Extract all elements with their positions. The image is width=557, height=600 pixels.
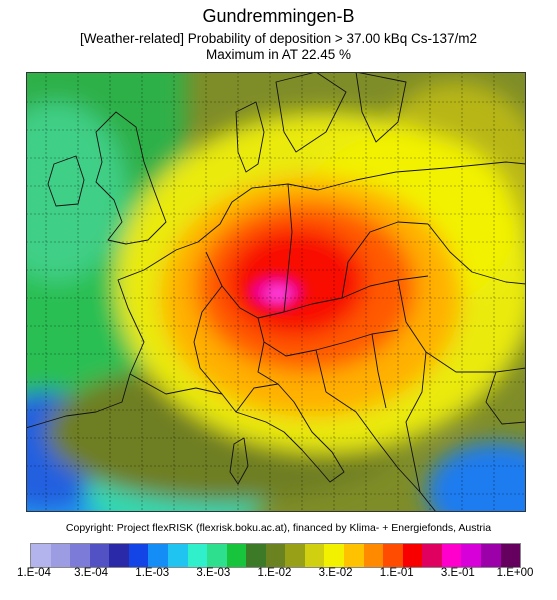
color-swatch (226, 544, 247, 567)
map-subtitle: [Weather-related] Probability of deposit… (79, 31, 478, 46)
color-scale-tick-label: 3.E-03 (196, 567, 231, 579)
color-swatch (128, 544, 149, 567)
map-title: Gundremmingen-B (202, 6, 355, 26)
color-scale-tick-label: 1.E-04 (17, 567, 51, 579)
color-swatch (324, 544, 344, 567)
color-swatch (265, 544, 286, 567)
color-scale-tick-label: 1.E-03 (135, 567, 170, 579)
color-scale-tick-label: 1.E-01 (379, 567, 414, 579)
color-swatch (304, 544, 325, 567)
color-swatch (187, 544, 208, 567)
color-swatch (70, 544, 90, 567)
color-swatch (246, 544, 266, 567)
color-swatch (148, 544, 168, 567)
color-scale-tick-label: 3.E-02 (318, 567, 353, 579)
color-scale-tick-label: 3.E-01 (440, 567, 475, 579)
lat-lon-grid (26, 72, 526, 512)
color-scale-tick-label: 1.E-02 (257, 567, 292, 579)
maximum-label: Maximum in AT 22.45 % (205, 47, 352, 62)
color-scale-bar (30, 543, 521, 568)
coastlines-and-borders (26, 72, 526, 512)
color-swatch (167, 544, 188, 567)
color-swatch (480, 544, 501, 567)
color-swatch (285, 544, 305, 567)
color-swatch (89, 544, 110, 567)
color-swatch (441, 544, 462, 567)
color-swatch (363, 544, 384, 567)
color-swatch (207, 544, 227, 567)
color-swatch (402, 544, 423, 567)
color-swatch (422, 544, 442, 567)
color-swatch (500, 544, 521, 567)
color-swatch (383, 544, 403, 567)
color-swatch (109, 544, 129, 567)
color-swatch (50, 544, 71, 567)
copyright-text: Copyright: Project flexRISK (flexrisk.bo… (65, 522, 492, 534)
color-swatch (31, 544, 51, 567)
color-scale-tick-label: 1.E+00 (496, 567, 534, 579)
deposition-map (26, 72, 526, 512)
color-swatch (344, 544, 364, 567)
color-scale-tick-label: 3.E-04 (74, 567, 109, 579)
color-swatch (461, 544, 481, 567)
